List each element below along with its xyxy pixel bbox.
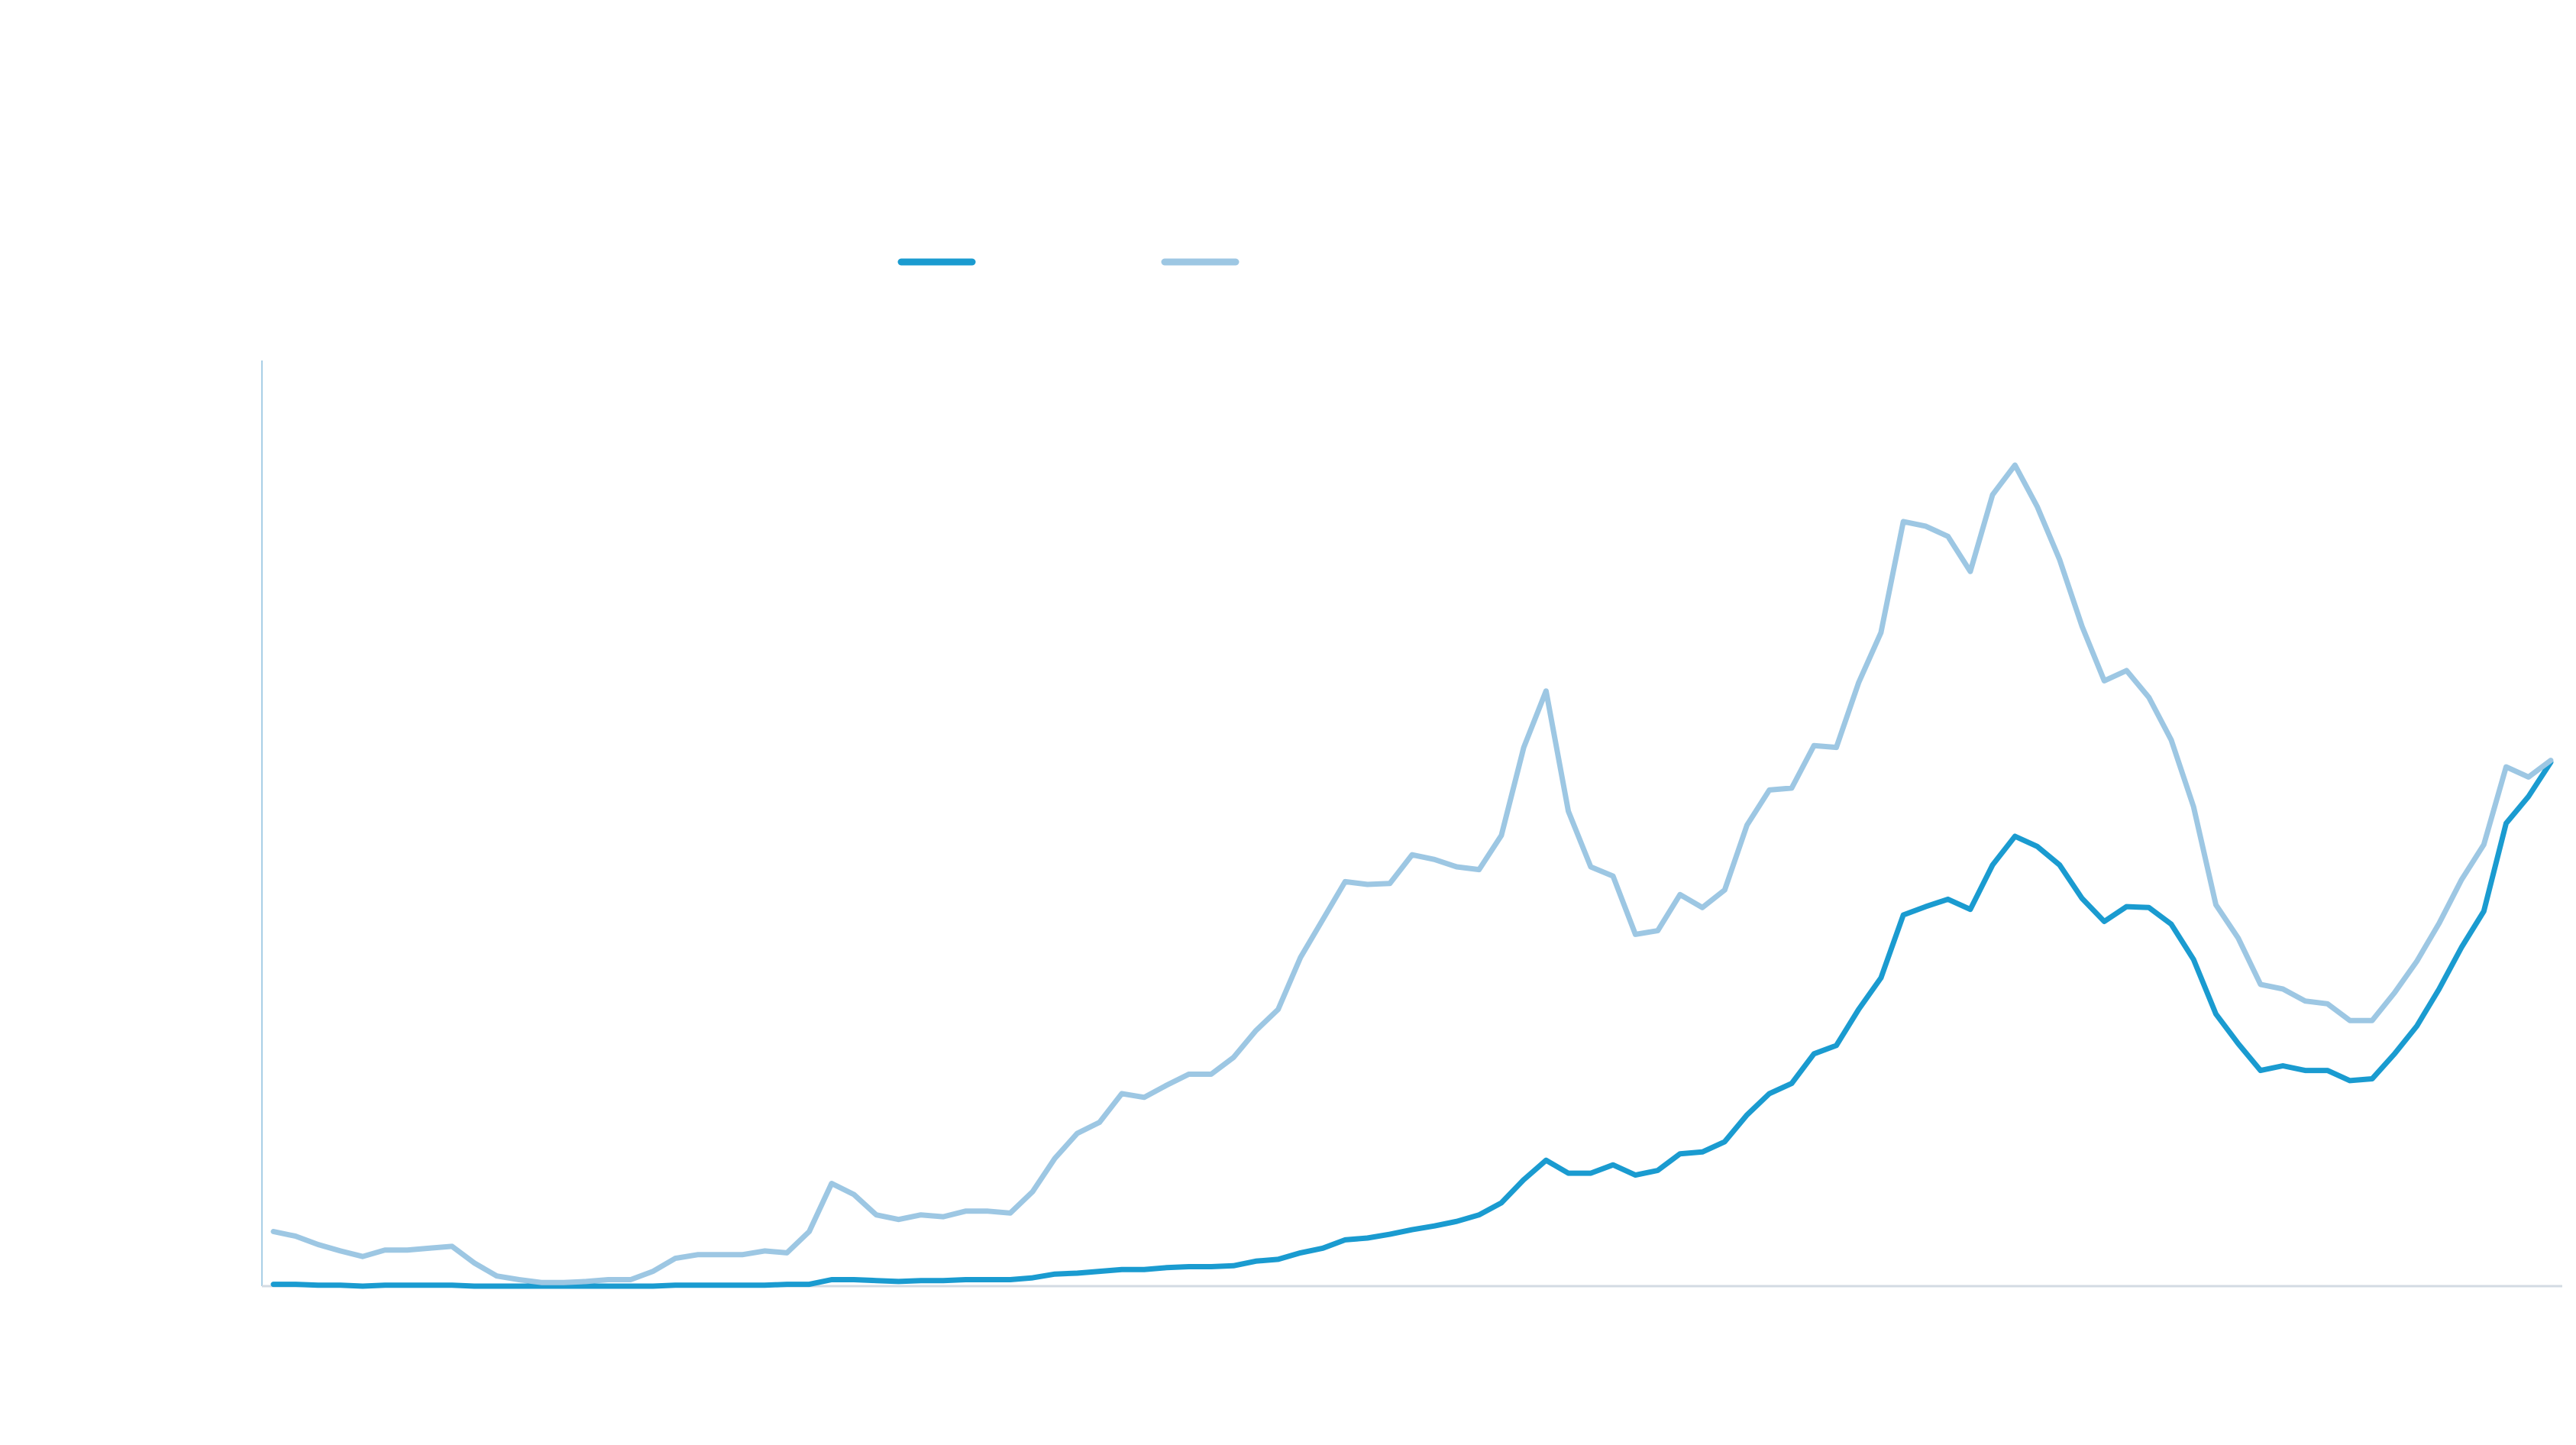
series-line [270,759,2554,1289]
series-line [270,462,2554,1285]
